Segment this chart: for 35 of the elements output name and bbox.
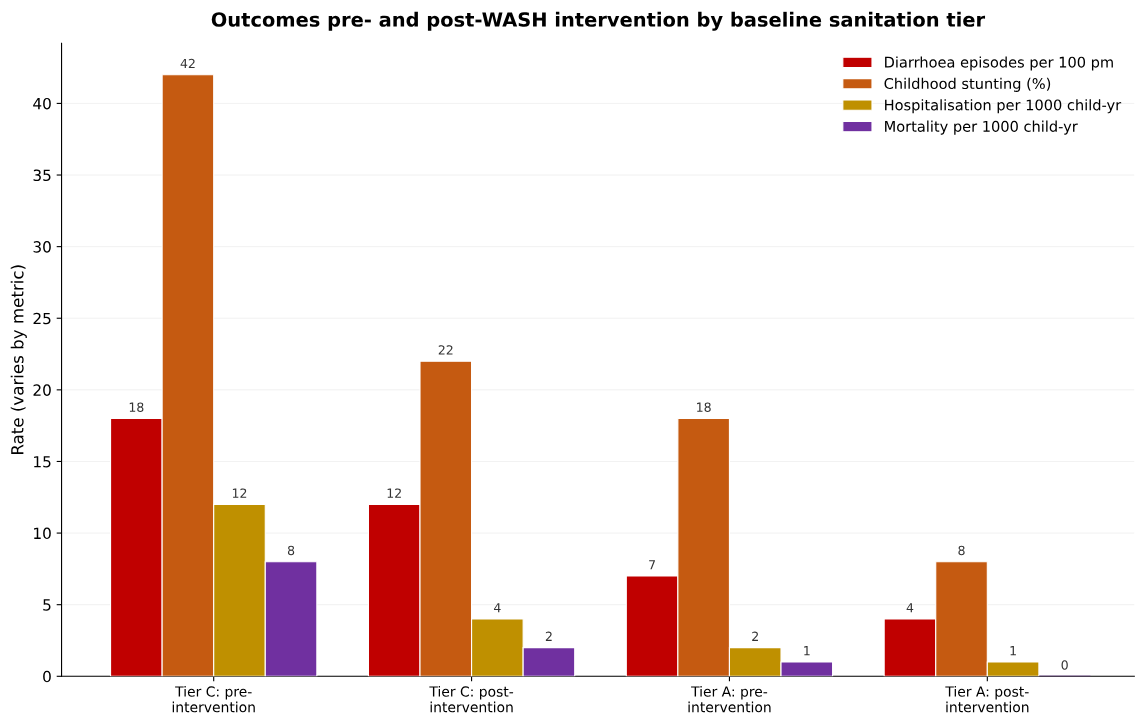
data-label: 0 <box>1061 660 1068 670</box>
data-label: 4 <box>494 603 501 613</box>
data-label: 2 <box>752 631 758 641</box>
y-tick-label: 20 <box>33 384 51 396</box>
y-tick-label: 10 <box>34 527 51 540</box>
y-tick-label: 30 <box>33 241 51 253</box>
y-tick-label: 5 <box>43 599 51 611</box>
data-label: 8 <box>287 545 295 556</box>
y-tick-label: 15 <box>34 456 51 468</box>
y-axis-title: Rate (varies by metric) <box>10 265 27 454</box>
data-label: 18 <box>697 402 711 412</box>
x-tick-label: Tier C: post- intervention <box>429 686 514 713</box>
legend-label: Childhood stunting (%) <box>884 77 1051 92</box>
data-label: 7 <box>649 560 655 570</box>
data-label: 12 <box>387 488 401 498</box>
data-label: 8 <box>958 545 965 556</box>
x-tick-label: Tier A: post- intervention <box>945 686 1029 713</box>
legend-label: Diarrhoea episodes per 100 pm <box>885 56 1113 71</box>
y-tick-label: 0 <box>43 670 51 683</box>
data-label: 2 <box>545 631 552 641</box>
data-label: 1 <box>804 646 810 656</box>
y-tick-label: 35 <box>33 169 51 182</box>
data-label: 4 <box>906 603 914 613</box>
chart-title: Outcomes pre- and post-WASH intervention by baseline sanitation tier <box>211 11 986 31</box>
x-tick-label: Tier C: pre- intervention <box>172 686 255 713</box>
x-tick-label: Tier A: pre- intervention <box>688 686 771 713</box>
data-label: 22 <box>438 345 453 355</box>
data-label: 18 <box>129 402 144 412</box>
data-label: 12 <box>232 488 247 498</box>
legend-label: Hospitalisation per 1000 child-yr <box>885 99 1122 114</box>
legend-label: Mortality per 1000 child-yr <box>885 120 1078 135</box>
data-label: 42 <box>180 58 195 68</box>
y-tick-label: 25 <box>33 312 51 325</box>
data-label: 1 <box>1010 646 1016 656</box>
y-tick-label: 40 <box>33 97 51 110</box>
